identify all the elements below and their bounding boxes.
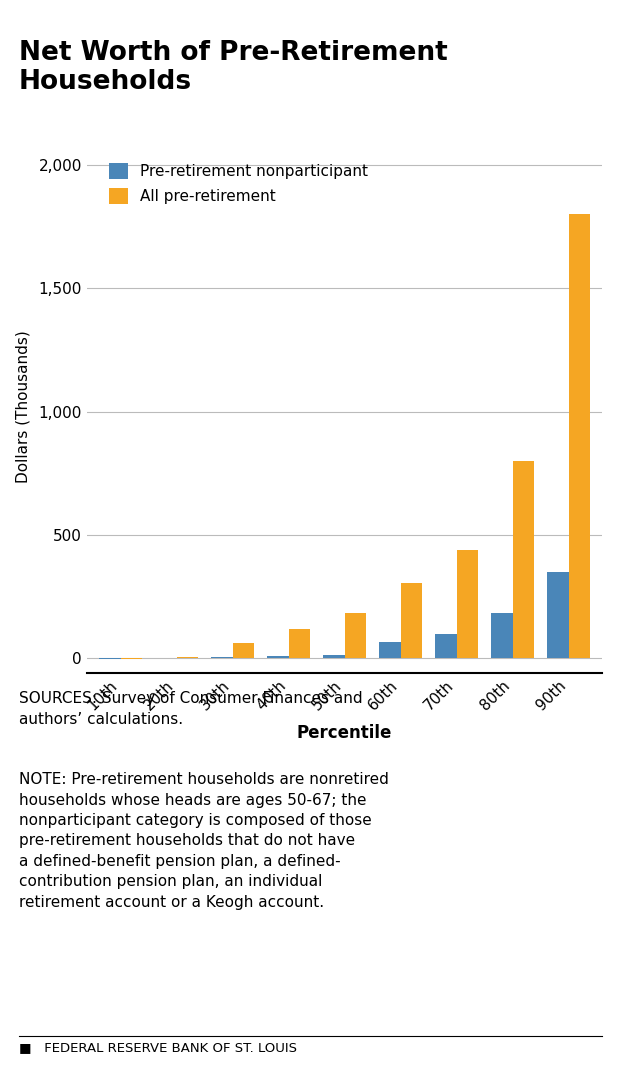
Bar: [435, 633, 456, 658]
Bar: [569, 214, 590, 658]
Bar: [176, 657, 198, 658]
Bar: [491, 613, 513, 658]
Text: SOURCES: Survey of Consumer Finances and
authors’ calculations.: SOURCES: Survey of Consumer Finances and…: [19, 691, 362, 727]
Bar: [548, 572, 569, 658]
Bar: [268, 656, 289, 658]
Text: Net Worth of Pre-Retirement
Households: Net Worth of Pre-Retirement Households: [19, 40, 447, 95]
Bar: [289, 629, 310, 658]
Text: NOTE: Pre-retirement households are nonretired
households whose heads are ages 5: NOTE: Pre-retirement households are nonr…: [19, 772, 389, 910]
Bar: [456, 549, 478, 658]
X-axis label: Percentile: Percentile: [297, 725, 392, 742]
Bar: [379, 642, 401, 658]
Y-axis label: Dollars (Thousands): Dollars (Thousands): [16, 331, 30, 482]
Bar: [211, 657, 233, 658]
Bar: [513, 461, 534, 658]
Bar: [401, 583, 422, 658]
Bar: [233, 643, 254, 658]
Bar: [324, 655, 345, 658]
Legend: Pre-retirement nonparticipant, All pre-retirement: Pre-retirement nonparticipant, All pre-r…: [105, 158, 373, 209]
Bar: [345, 613, 366, 658]
Text: ■   FEDERAL RESERVE BANK OF ST. LOUIS: ■ FEDERAL RESERVE BANK OF ST. LOUIS: [19, 1041, 297, 1054]
